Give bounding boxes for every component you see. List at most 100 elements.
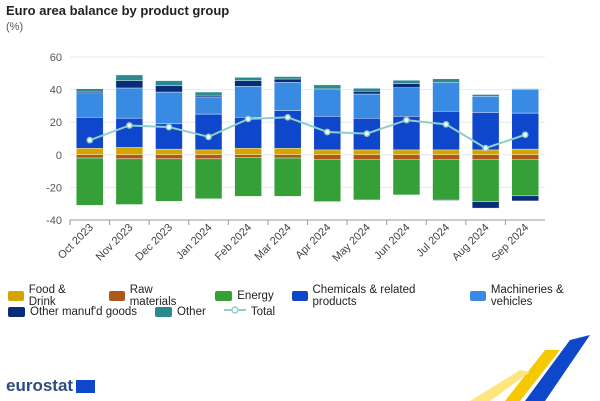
bar-segment[interactable]: [76, 148, 104, 155]
total-point[interactable]: [126, 122, 133, 129]
bar-segment[interactable]: [313, 88, 341, 117]
total-point[interactable]: [363, 130, 371, 137]
total-point[interactable]: [86, 136, 94, 144]
legend-item[interactable]: Chemicals & related products: [291, 284, 452, 308]
bar-segment[interactable]: [432, 78, 460, 83]
legend-item[interactable]: Food & Drink: [8, 284, 91, 308]
legend-item[interactable]: Other: [155, 305, 206, 318]
bar-segment[interactable]: [194, 154, 223, 160]
bar-segment[interactable]: [155, 80, 183, 86]
bar-segment[interactable]: [194, 149, 223, 156]
bar-segment[interactable]: [76, 91, 104, 94]
bar-segment[interactable]: [313, 154, 341, 160]
bar-segment[interactable]: [76, 117, 104, 149]
bar-segment[interactable]: [432, 154, 460, 160]
bar-segment[interactable]: [274, 148, 302, 155]
bar-segment[interactable]: [392, 83, 421, 88]
bar-segment[interactable]: [115, 154, 144, 160]
total-line: [89, 116, 526, 150]
bar-segment[interactable]: [511, 88, 539, 90]
bar-segment[interactable]: [511, 195, 539, 202]
bar-segment[interactable]: [313, 84, 341, 90]
legend-item[interactable]: Raw materials: [108, 284, 197, 308]
total-point[interactable]: [403, 116, 410, 124]
legend-item[interactable]: Energy: [215, 284, 274, 308]
bar-segment[interactable]: [471, 159, 500, 202]
bar-segment[interactable]: [313, 159, 341, 202]
bar-segment[interactable]: [274, 157, 302, 197]
bar-segment[interactable]: [471, 94, 500, 97]
bar-segment[interactable]: [234, 80, 262, 87]
bar-segment[interactable]: [353, 91, 381, 95]
bar-segment[interactable]: [432, 199, 460, 201]
bar-segment[interactable]: [471, 96, 500, 113]
bar-segment[interactable]: [353, 149, 381, 156]
bar-segment[interactable]: [353, 88, 381, 92]
bar-segment[interactable]: [392, 159, 421, 196]
bar-segment[interactable]: [115, 74, 144, 81]
bar-segment[interactable]: [234, 86, 262, 118]
bar-segment[interactable]: [353, 159, 381, 201]
bar-segment[interactable]: [432, 149, 460, 156]
bar-segment[interactable]: [155, 91, 183, 125]
bar-segment[interactable]: [392, 87, 421, 117]
bar-segment[interactable]: [194, 158, 223, 200]
bar-segment[interactable]: [432, 82, 460, 112]
bar-segment[interactable]: [234, 77, 262, 81]
bar-segment[interactable]: [155, 154, 183, 160]
bar-segment[interactable]: [511, 89, 539, 114]
x-tick-label: Sep 2024: [490, 222, 532, 264]
bar-segment[interactable]: [432, 159, 460, 200]
bar-segment[interactable]: [274, 76, 302, 80]
bar-segment[interactable]: [115, 87, 144, 119]
x-tick-label: Jul 2024: [414, 222, 452, 260]
bar-segment[interactable]: [274, 82, 302, 111]
bar-segment[interactable]: [194, 95, 223, 98]
total-point[interactable]: [244, 115, 252, 123]
bar-segment[interactable]: [155, 148, 183, 156]
legend-swatch: [8, 291, 24, 301]
bar-segment[interactable]: [511, 112, 539, 150]
bar-segment[interactable]: [234, 154, 262, 158]
bar-segment[interactable]: [511, 159, 539, 197]
total-point[interactable]: [284, 113, 292, 121]
legend-label: Other: [177, 305, 206, 318]
bar-segment[interactable]: [313, 149, 341, 156]
bar-segment[interactable]: [392, 149, 421, 156]
legend-label: Chemicals & related products: [312, 284, 416, 308]
bar-segment[interactable]: [115, 158, 144, 205]
bar-segment[interactable]: [353, 93, 381, 119]
bar-segment[interactable]: [511, 154, 539, 160]
bar-segment[interactable]: [353, 154, 381, 160]
total-point[interactable]: [482, 144, 489, 152]
bar-segment[interactable]: [76, 154, 104, 159]
bar-segment[interactable]: [194, 96, 223, 115]
bar-segment[interactable]: [76, 157, 104, 206]
bar-segment[interactable]: [471, 154, 500, 160]
bar-segment[interactable]: [115, 147, 144, 155]
bar-segment[interactable]: [511, 148, 539, 156]
total-point[interactable]: [323, 128, 331, 136]
legend-item[interactable]: Total: [223, 305, 275, 318]
bar-segment[interactable]: [194, 91, 223, 96]
bar-segment[interactable]: [274, 78, 302, 83]
bar-segment[interactable]: [392, 80, 421, 84]
bar-segment[interactable]: [274, 154, 302, 159]
total-point[interactable]: [442, 120, 450, 128]
legend-swatch: [470, 291, 486, 301]
bar-segment[interactable]: [76, 88, 104, 92]
total-point[interactable]: [165, 123, 173, 131]
bar-segment[interactable]: [155, 85, 183, 93]
bar-segment[interactable]: [115, 80, 144, 89]
total-point[interactable]: [521, 131, 529, 139]
bar-segment[interactable]: [76, 92, 104, 118]
x-tick-label: Apr 2024: [293, 222, 333, 262]
legend-item[interactable]: Machineries & vehicles: [470, 284, 600, 308]
total-point[interactable]: [205, 133, 212, 141]
bar-segment[interactable]: [155, 158, 183, 202]
bar-segment[interactable]: [392, 154, 421, 160]
legend-item[interactable]: Other manuf'd goods: [8, 305, 137, 318]
bar-segment[interactable]: [234, 148, 262, 155]
bar-segment[interactable]: [471, 201, 500, 209]
bar-segment[interactable]: [234, 157, 262, 197]
